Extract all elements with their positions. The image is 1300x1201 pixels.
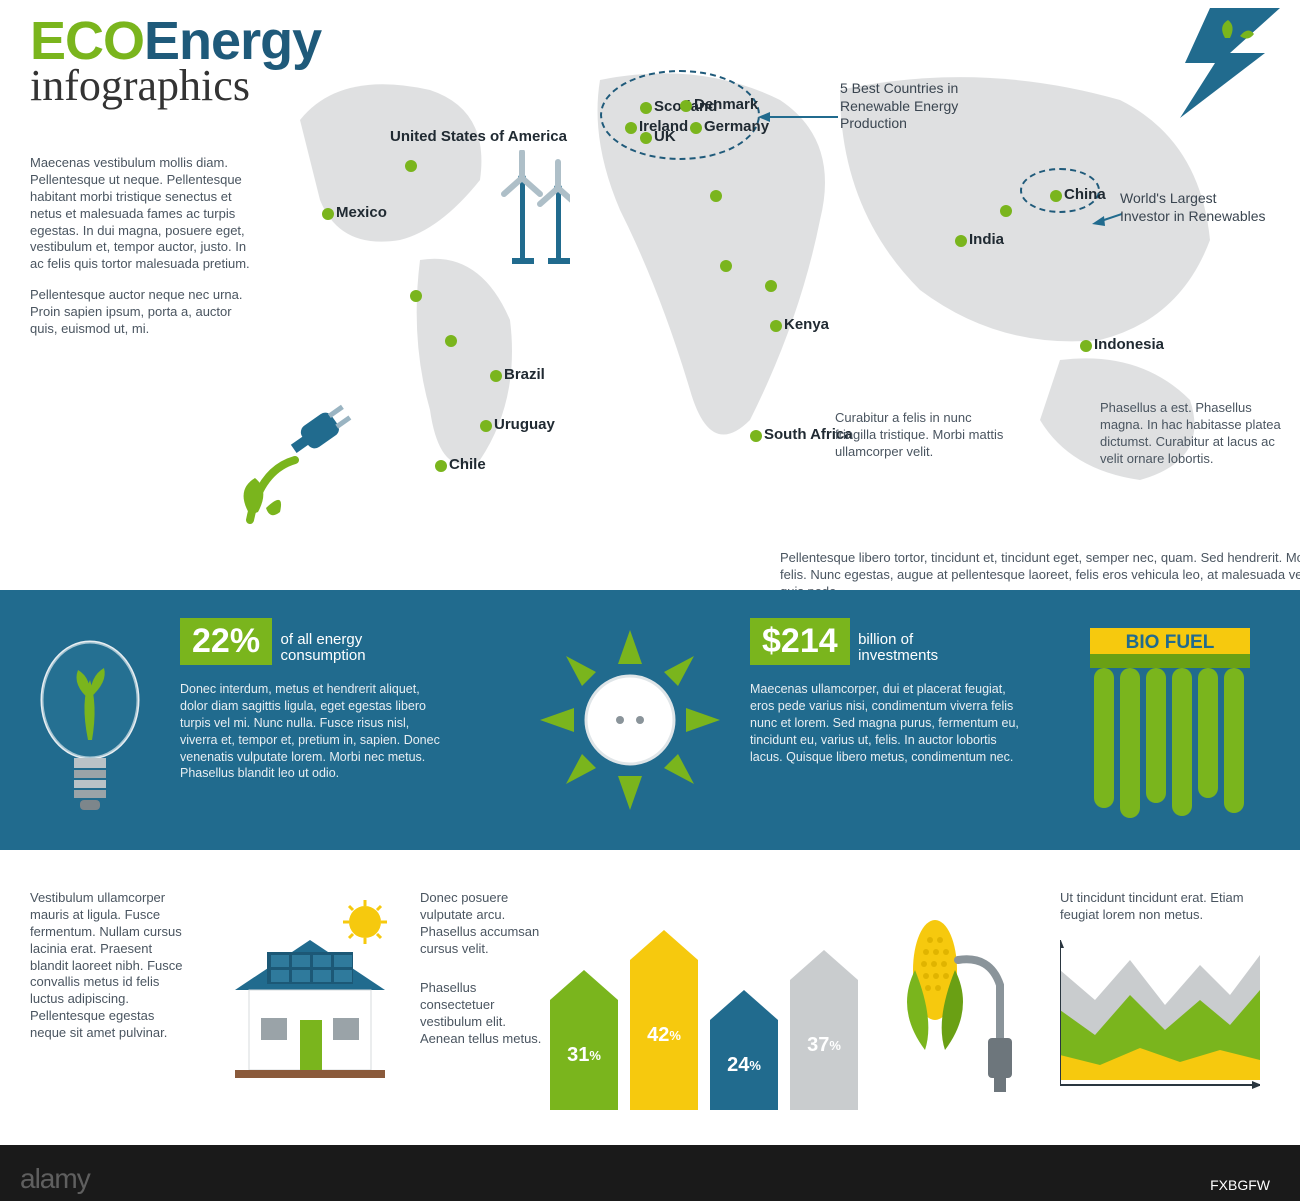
map-country-label: Indonesia bbox=[1094, 336, 1164, 353]
stat-investments: $214 billion ofinvestments Maecenas ulla… bbox=[750, 618, 1020, 765]
map-country-label: Kenya bbox=[784, 316, 829, 333]
arrow-europe bbox=[758, 108, 838, 126]
map-country-label: United States of America bbox=[390, 128, 567, 145]
map-dot bbox=[955, 235, 967, 247]
map-paragraph: Phasellus a est. Phasellus magna. In hac… bbox=[1100, 400, 1290, 468]
map-country-label: Chile bbox=[449, 456, 486, 473]
map-dot bbox=[435, 460, 447, 472]
bottom-col-2a: Donec posuere vulputate arcu. Phasellus … bbox=[420, 890, 550, 958]
plug-leaf-icon bbox=[230, 400, 360, 535]
map-callout: 5 Best Countries in Renewable Energy Pro… bbox=[840, 80, 990, 133]
map-dot bbox=[640, 102, 652, 114]
map-dot bbox=[770, 320, 782, 332]
map-country-label: UK bbox=[654, 128, 676, 145]
map-dot bbox=[1000, 205, 1012, 217]
map-callout: World's Largest Investor in Renewables bbox=[1120, 190, 1270, 225]
stats-band: 22% of all energyconsumption Donec inter… bbox=[0, 590, 1300, 850]
arrow-bar-chart: 31%42%24%37% bbox=[550, 910, 860, 1110]
solar-house-icon bbox=[215, 900, 405, 1090]
intro-p1: Maecenas vestibulum mollis diam. Pellent… bbox=[30, 155, 250, 273]
bottom-section: Vestibulum ullamcorper mauris at ligula.… bbox=[0, 870, 1300, 1145]
map-dot bbox=[410, 290, 422, 302]
map-dot bbox=[710, 190, 722, 202]
map-country-label: China bbox=[1064, 186, 1106, 203]
page-title: ECOEnergy infographics bbox=[30, 10, 321, 111]
corn-fuel-icon bbox=[880, 900, 1030, 1100]
europe-dashed-circle bbox=[600, 70, 760, 160]
arrow-bar: 42% bbox=[630, 930, 698, 1110]
footer-strip: alamy FXBGFW bbox=[0, 1145, 1300, 1201]
stat-consumption: 22% of all energyconsumption Donec inter… bbox=[180, 618, 450, 782]
map-dot bbox=[445, 335, 457, 347]
image-code: FXBGFW bbox=[1210, 1177, 1270, 1193]
map-dot bbox=[680, 100, 692, 112]
stat-para-1: Donec interdum, metus et hendrerit aliqu… bbox=[180, 681, 450, 782]
arrow-bar: 31% bbox=[550, 970, 618, 1110]
wind-turbine-icon bbox=[480, 150, 570, 270]
map-dot bbox=[480, 420, 492, 432]
map-country-label: India bbox=[969, 231, 1004, 248]
map-dot bbox=[1050, 190, 1062, 202]
map-paragraph: Curabitur a felis in nunc fringilla tris… bbox=[835, 410, 1010, 461]
bottom-col-1: Vestibulum ullamcorper mauris at ligula.… bbox=[30, 890, 190, 1042]
map-dot bbox=[625, 122, 637, 134]
intro-text: Maecenas vestibulum mollis diam. Pellent… bbox=[30, 155, 250, 352]
stat-para-2: Maecenas ullamcorper, dui et placerat fe… bbox=[750, 681, 1020, 765]
sun-outlet-icon bbox=[540, 630, 720, 815]
map-country-label: Denmark bbox=[694, 96, 758, 113]
map-dot bbox=[1080, 340, 1092, 352]
world-map: 5 Best Countries in Renewable Energy Pro… bbox=[280, 60, 1270, 540]
arrow-china bbox=[1092, 210, 1122, 228]
lightbulb-leaf-icon bbox=[30, 630, 150, 825]
map-dot bbox=[405, 160, 417, 172]
bottom-col-3: Ut tincidunt tincidunt erat. Etiam feugi… bbox=[1060, 890, 1260, 924]
stat-value-1: 22% bbox=[180, 618, 272, 665]
watermark: alamy bbox=[20, 1163, 90, 1195]
map-dot bbox=[322, 208, 334, 220]
svg-text:BIO FUEL: BIO FUEL bbox=[1126, 632, 1215, 653]
area-chart bbox=[1060, 940, 1260, 1090]
map-country-label: Brazil bbox=[504, 366, 545, 383]
stat-value-2: $214 bbox=[750, 618, 850, 665]
bottom-col-2b: Phasellus consectetuer vestibulum elit. … bbox=[420, 980, 550, 1048]
arrow-bar: 37% bbox=[790, 950, 858, 1110]
map-dot bbox=[490, 370, 502, 382]
biofuel-icon: BIO FUEL bbox=[1080, 620, 1260, 825]
intro-p2: Pellentesque auctor neque nec urna. Proi… bbox=[30, 287, 250, 338]
arrow-bar: 24% bbox=[710, 990, 778, 1110]
map-dot bbox=[765, 280, 777, 292]
map-dot bbox=[690, 122, 702, 134]
map-dot bbox=[640, 132, 652, 144]
map-country-label: Germany bbox=[704, 118, 769, 135]
map-dot bbox=[750, 430, 762, 442]
map-dot bbox=[720, 260, 732, 272]
map-country-label: Mexico bbox=[336, 204, 387, 221]
map-country-label: Uruguay bbox=[494, 416, 555, 433]
